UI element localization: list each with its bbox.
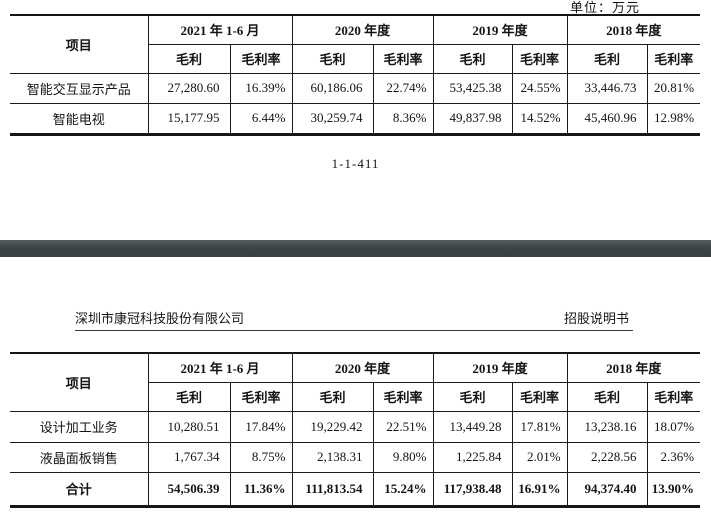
table-cell: 16.39% (229, 72, 293, 104)
table-cell: 94,374.40 (566, 471, 648, 507)
table-cell: 30,259.74 (291, 102, 374, 135)
table-cell: 13.90% (646, 471, 701, 507)
table-cell: 13,238.16 (566, 410, 648, 443)
col-header-gross: 毛利 (291, 43, 374, 74)
col-header-gross: 毛利 (291, 381, 374, 412)
table-cell: 8.75% (229, 441, 293, 473)
col-header-margin: 毛利率 (229, 43, 293, 74)
table-cell: 19,229.42 (291, 410, 374, 443)
table-cell: 111,813.54 (291, 471, 374, 507)
table-cell: 18.07% (646, 410, 701, 443)
col-header-period-2020: 2020 年度 (291, 352, 434, 383)
table-header-row-metrics: 毛利 毛利率 毛利 毛利率 毛利 毛利率 毛利 毛利率 (10, 381, 701, 412)
col-header-gross: 毛利 (432, 381, 513, 412)
table-cell: 2.01% (511, 441, 568, 473)
table-cell: 15,177.95 (147, 102, 231, 135)
table-row: 液晶面板销售 1,767.34 8.75% 2,138.31 9.80% 1,2… (10, 441, 701, 473)
row-label: 液晶面板销售 (10, 441, 149, 473)
col-header-gross: 毛利 (148, 381, 231, 412)
table-cell: 33,446.73 (566, 72, 648, 104)
table-cell: 10,280.51 (147, 410, 231, 443)
table-cell: 11.36% (229, 471, 293, 507)
row-label: 智能交互显示产品 (10, 72, 149, 104)
table-header-row-periods: 项目 2021 年 1-6 月 2020 年度 2019 年度 2018 年度 (10, 352, 701, 412)
col-header-period-2021: 2021 年 1-6 月 (147, 14, 293, 45)
table-cell: 2.36% (646, 441, 701, 473)
table-row: 智能电视 15,177.95 6.44% 30,259.74 8.36% 49,… (10, 102, 701, 135)
page-divider-band (0, 240, 711, 257)
table-cell: 45,460.96 (566, 102, 648, 135)
table-cell: 24.55% (511, 72, 568, 104)
table-row: 智能交互显示产品 27,280.60 16.39% 60,186.06 22.7… (10, 72, 701, 104)
col-header-period-2018: 2018 年度 (566, 352, 701, 383)
table-row: 设计加工业务 10,280.51 17.84% 19,229.42 22.51%… (10, 410, 701, 443)
table-cell: 14.52% (511, 102, 568, 135)
table-cell: 15.24% (372, 471, 434, 507)
row-label-total: 合计 (10, 471, 149, 507)
gross-profit-table-products: 项目 2021 年 1-6 月 2020 年度 2019 年度 2018 年度 … (10, 14, 701, 136)
col-header-margin: 毛利率 (372, 43, 434, 74)
col-header-margin: 毛利率 (511, 381, 568, 412)
table-cell: 54,506.39 (147, 471, 231, 507)
col-header-period-2019: 2019 年度 (432, 14, 568, 45)
table-row-total: 合计 54,506.39 11.36% 111,813.54 15.24% 11… (10, 471, 701, 507)
col-header-margin: 毛利率 (646, 43, 701, 74)
col-header-item: 项目 (10, 352, 149, 412)
col-header-gross: 毛利 (148, 43, 231, 74)
table-cell: 6.44% (229, 102, 293, 135)
row-label: 智能电视 (10, 102, 149, 135)
table-cell: 49,837.98 (432, 102, 513, 135)
col-header-gross: 毛利 (566, 43, 648, 74)
row-label: 设计加工业务 (10, 410, 149, 443)
col-header-period-2018: 2018 年度 (566, 14, 701, 45)
unit-label: 单位：万元 (569, 0, 640, 15)
gross-profit-table-business: 项目 2021 年 1-6 月 2020 年度 2019 年度 2018 年度 … (10, 352, 701, 508)
table-cell: 8.36% (372, 102, 434, 135)
page-header: 深圳市康冠科技股份有限公司 招股说明书 (75, 308, 633, 331)
table-cell: 22.74% (372, 72, 434, 104)
col-header-period-2020: 2020 年度 (291, 14, 434, 45)
col-header-margin: 毛利率 (511, 43, 568, 74)
col-header-margin: 毛利率 (229, 381, 293, 412)
table-cell: 20.81% (646, 72, 701, 104)
table-cell: 16.91% (511, 471, 568, 507)
table-cell: 13,449.28 (432, 410, 513, 443)
col-header-period-2019: 2019 年度 (432, 352, 568, 383)
company-name: 深圳市康冠科技股份有限公司 (75, 311, 245, 326)
table-cell: 2,138.31 (291, 441, 374, 473)
table-cell: 1,767.34 (147, 441, 231, 473)
document-type-label: 招股说明书 (563, 311, 629, 326)
col-header-period-2021: 2021 年 1-6 月 (147, 352, 293, 383)
table-cell: 27,280.60 (147, 72, 231, 104)
table-cell: 1,225.84 (432, 441, 513, 473)
table-cell: 12.98% (646, 102, 701, 135)
table-header-row-periods: 项目 2021 年 1-6 月 2020 年度 2019 年度 2018 年度 (10, 14, 701, 74)
table-cell: 53,425.38 (432, 72, 513, 104)
col-header-item: 项目 (10, 14, 149, 74)
table-cell: 17.81% (511, 410, 568, 443)
table-cell: 17.84% (229, 410, 293, 443)
table-cell: 22.51% (372, 410, 434, 443)
col-header-gross: 毛利 (566, 381, 648, 412)
table-cell: 117,938.48 (432, 471, 513, 507)
col-header-margin: 毛利率 (372, 381, 434, 412)
table-cell: 9.80% (372, 441, 434, 473)
table-cell: 2,228.56 (566, 441, 648, 473)
page-number: 1-1-411 (331, 156, 380, 171)
table-cell: 60,186.06 (291, 72, 374, 104)
col-header-margin: 毛利率 (646, 381, 701, 412)
table-header-row-metrics: 毛利 毛利率 毛利 毛利率 毛利 毛利率 毛利 毛利率 (10, 43, 701, 74)
col-header-gross: 毛利 (432, 43, 513, 74)
